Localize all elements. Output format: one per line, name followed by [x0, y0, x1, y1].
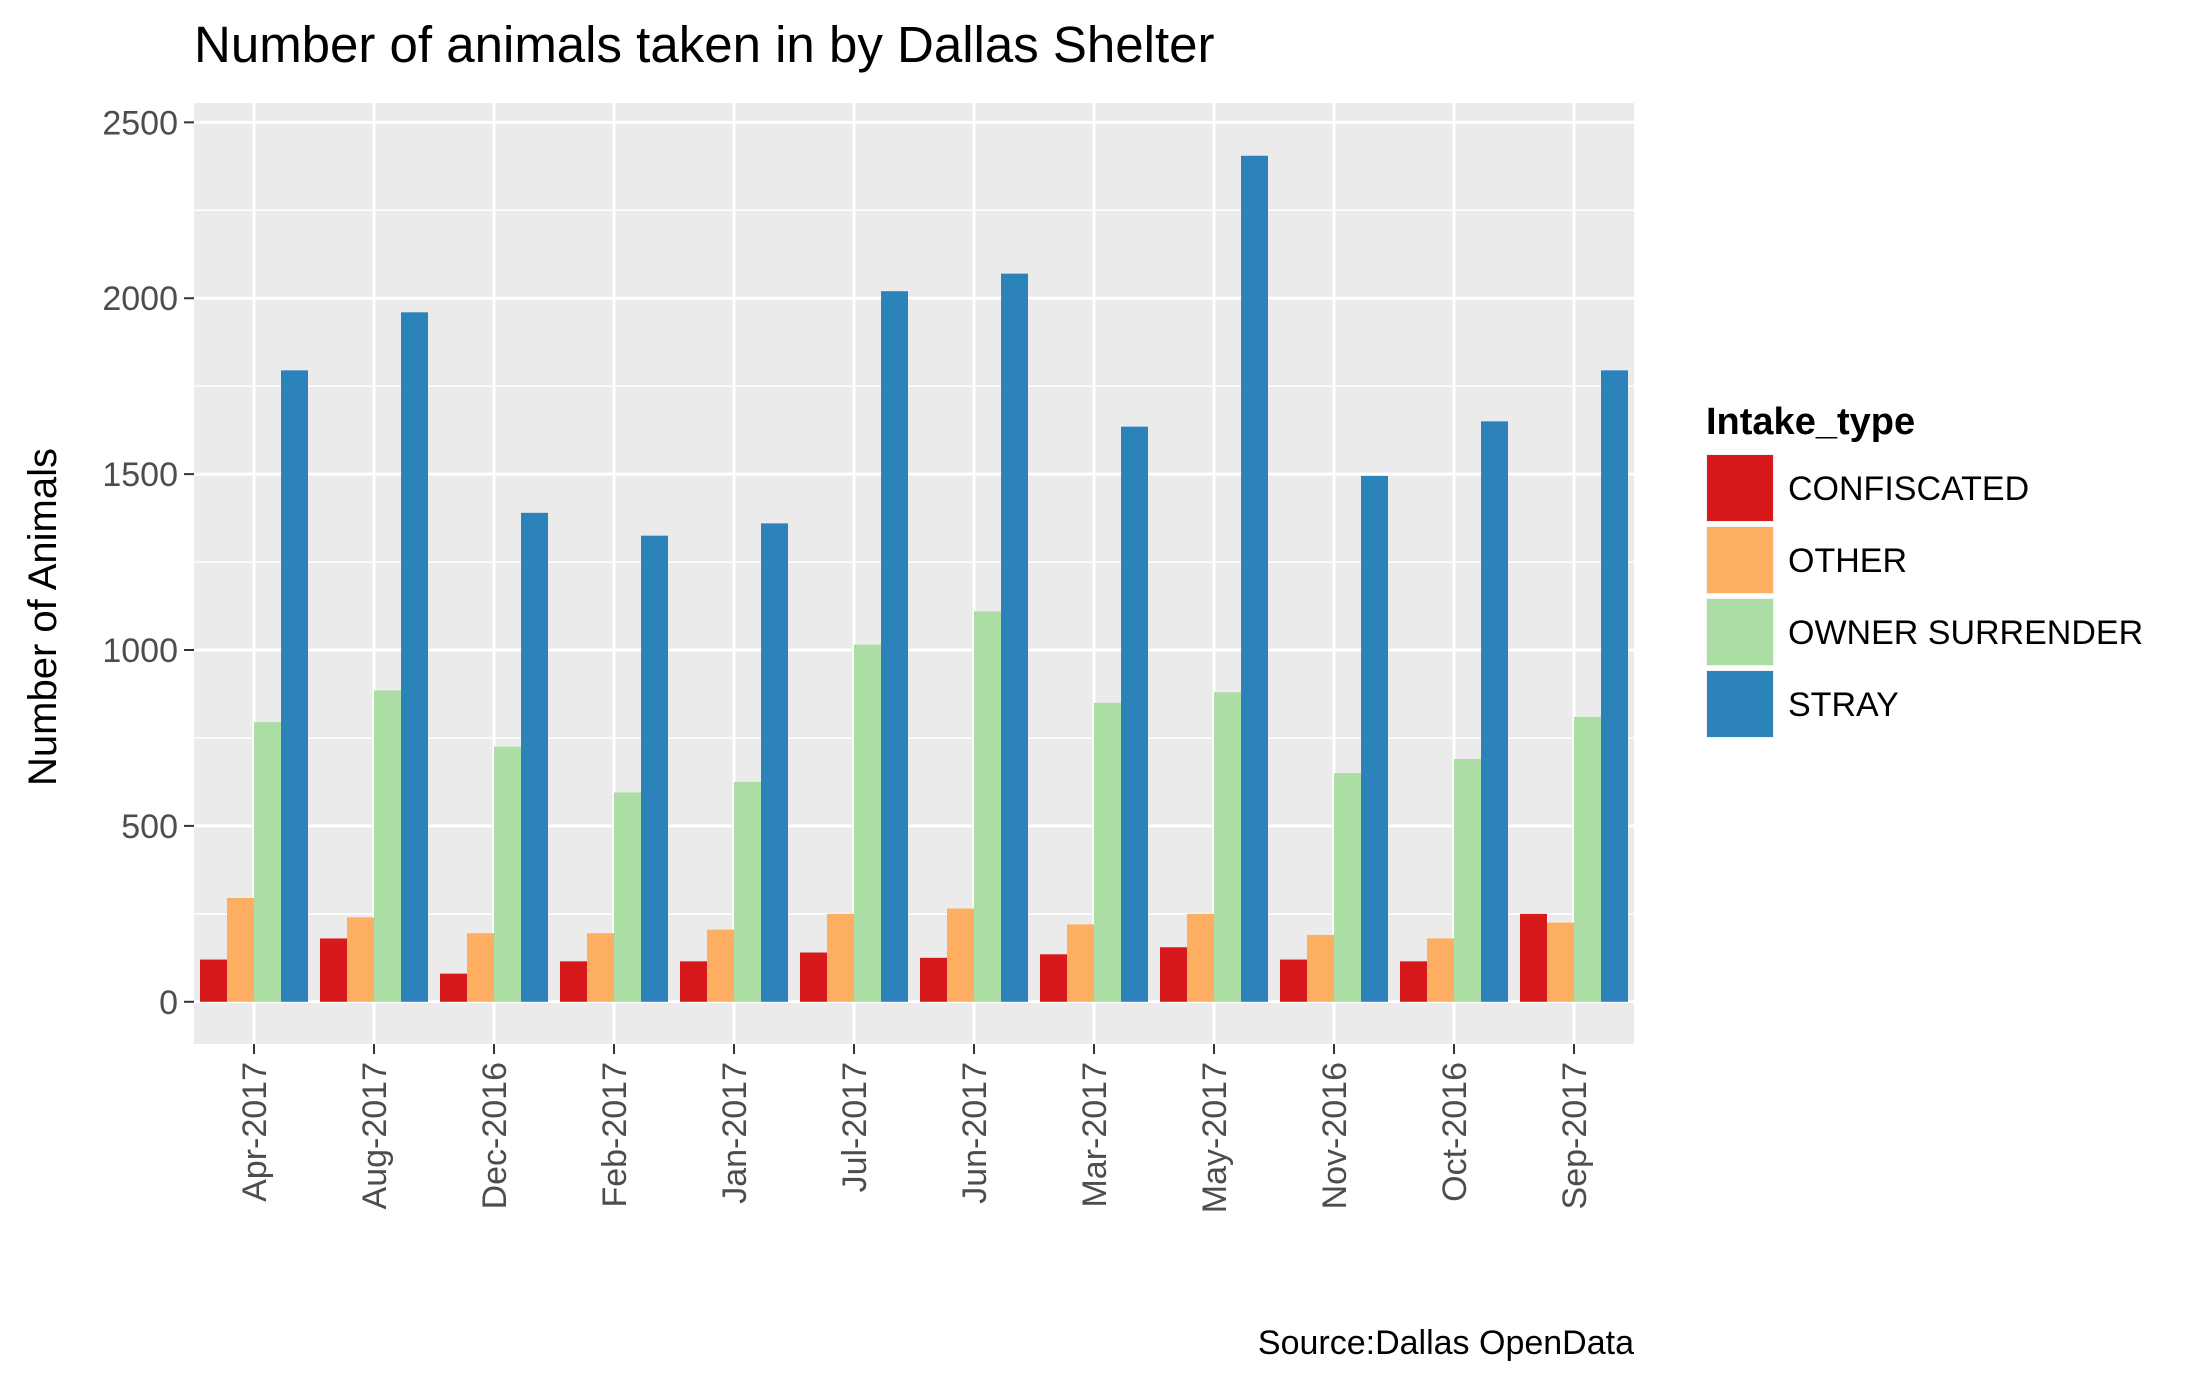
- bar: [1241, 155, 1268, 1002]
- x-tick-label: May-2017: [1196, 1062, 1234, 1213]
- y-tick-label: 1500: [102, 456, 178, 494]
- y-tick-label: 500: [121, 808, 178, 846]
- bar: [947, 908, 974, 1002]
- x-axis: Apr-2017 Aug-2017 Dec-2016 Feb-2017 Jan-2017…: [236, 1044, 1594, 1213]
- bar: [200, 959, 227, 1002]
- x-tick-label: Oct-2016: [1436, 1062, 1474, 1202]
- bar: [227, 898, 254, 1002]
- x-tick-label: Apr-2017: [236, 1062, 274, 1202]
- bar: [521, 512, 548, 1002]
- y-tick-label: 2500: [102, 104, 178, 142]
- bar: [1520, 913, 1547, 1002]
- bar: [854, 644, 881, 1002]
- bar: [374, 690, 401, 1002]
- y-axis: 0 500 1000 1500 2000 2500: [102, 104, 194, 1022]
- bar: [1040, 954, 1067, 1002]
- bar: [1481, 421, 1508, 1002]
- x-tick-label: Dec-2016: [476, 1062, 514, 1209]
- legend-key: [1707, 671, 1773, 737]
- bar: [1334, 773, 1361, 1002]
- x-tick-label: Feb-2017: [596, 1062, 634, 1208]
- bar: [1187, 913, 1214, 1002]
- bar: [254, 722, 281, 1002]
- bar: [281, 370, 308, 1002]
- legend-label: OWNER SURRENDER: [1788, 614, 2143, 652]
- bar: [1454, 759, 1481, 1002]
- y-tick-label: 1000: [102, 632, 178, 670]
- bar: [320, 938, 347, 1002]
- legend-key: [1707, 527, 1773, 593]
- bar: [1214, 692, 1241, 1002]
- legend-title: Intake_type: [1706, 401, 1915, 443]
- y-tick-label: 2000: [102, 280, 178, 318]
- bar: [1094, 702, 1121, 1002]
- bar: [641, 535, 668, 1002]
- bar: [1307, 934, 1334, 1002]
- legend: CONFISCATED OTHER OWNER SURRENDER STRAY: [1706, 454, 2143, 738]
- x-tick-label: Jun-2017: [956, 1062, 994, 1204]
- plot-panel: [194, 103, 1634, 1044]
- bar: [1160, 947, 1187, 1002]
- bar: [800, 952, 827, 1002]
- bar: [1121, 426, 1148, 1002]
- bar: [1400, 961, 1427, 1002]
- bar: [614, 792, 641, 1002]
- legend-label: STRAY: [1788, 686, 1899, 724]
- bar: [440, 973, 467, 1002]
- bar: [587, 933, 614, 1002]
- chart-caption: Source:Dallas OpenData: [1258, 1324, 1634, 1362]
- legend-key: [1707, 599, 1773, 665]
- x-tick-label: Jul-2017: [836, 1062, 874, 1192]
- bar: [1574, 716, 1601, 1002]
- x-tick-label: Sep-2017: [1556, 1062, 1594, 1209]
- x-tick-label: Mar-2017: [1076, 1062, 1114, 1208]
- bar: [1067, 924, 1094, 1002]
- bar: [827, 913, 854, 1002]
- bar: [1001, 273, 1028, 1002]
- bar: [881, 291, 908, 1002]
- bar: [494, 746, 521, 1002]
- y-tick-label: 0: [159, 984, 178, 1022]
- bar: [1547, 922, 1574, 1002]
- bar: [467, 933, 494, 1002]
- bar: [1361, 475, 1388, 1002]
- bar: [680, 961, 707, 1002]
- bars: [200, 155, 1628, 1002]
- bar: [560, 961, 587, 1002]
- bar: [1280, 959, 1307, 1002]
- x-tick-label: Jan-2017: [716, 1062, 754, 1204]
- x-tick-label: Aug-2017: [356, 1062, 394, 1209]
- bar: [347, 917, 374, 1002]
- legend-label: OTHER: [1788, 542, 1907, 580]
- chart-title: Number of animals taken in by Dallas She…: [194, 16, 1214, 73]
- bar: [920, 957, 947, 1002]
- legend-label: CONFISCATED: [1788, 470, 2029, 508]
- bar: [734, 781, 761, 1002]
- legend-key: [1707, 455, 1773, 521]
- bar: [974, 611, 1001, 1002]
- bar: [401, 312, 428, 1002]
- bar: [707, 929, 734, 1002]
- bar: [1601, 370, 1628, 1002]
- x-tick-label: Nov-2016: [1316, 1062, 1354, 1209]
- bar: [1427, 938, 1454, 1002]
- bar: [761, 523, 788, 1002]
- y-axis-title: Number of Animals: [21, 448, 65, 786]
